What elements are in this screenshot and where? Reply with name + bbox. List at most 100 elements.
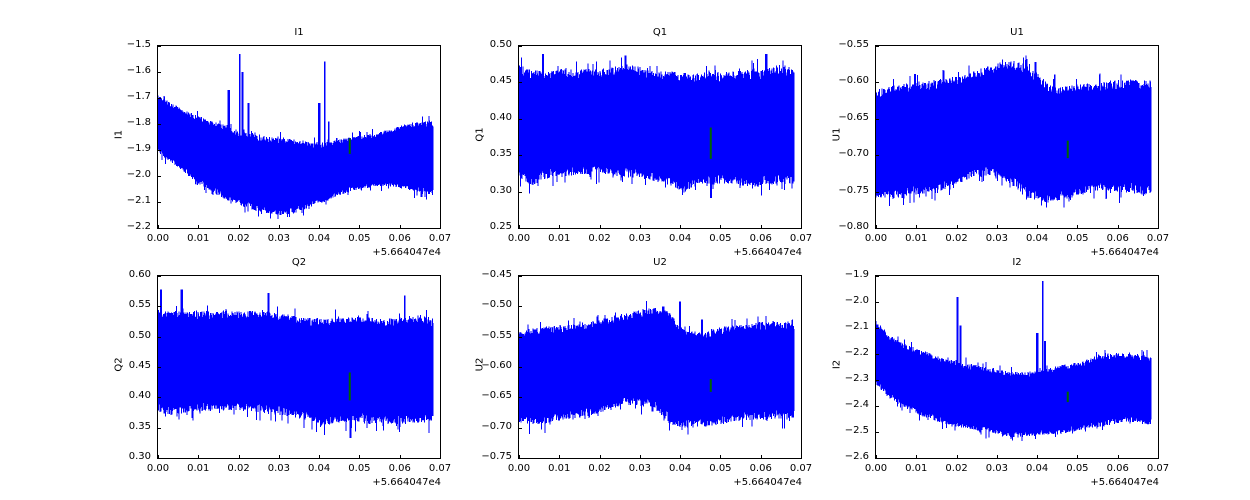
x-tick-mark (399, 225, 401, 229)
x-tick-mark (1117, 225, 1119, 229)
x-tick-mark (238, 455, 240, 459)
y-tick-label: −2.1 (126, 195, 151, 206)
x-tick-label: 0.04 (1026, 463, 1049, 474)
x-tick-mark (1037, 225, 1039, 229)
y-tick-mark (157, 98, 161, 99)
x-tick-mark (916, 455, 918, 459)
x-tick-mark (198, 455, 200, 459)
y-axis-label: I1 (99, 129, 139, 140)
x-tick-label: 0.05 (348, 463, 371, 474)
y-tick-label: −2.2 (844, 347, 869, 358)
x-tick-label: 0.07 (428, 233, 452, 244)
x-tick-label: 0.02 (945, 233, 968, 244)
x-tick-label: 0.05 (709, 463, 732, 474)
x-tick-mark (1158, 225, 1159, 229)
x-tick-label: 0.07 (1146, 463, 1170, 474)
x-tick-label: 0.03 (628, 233, 651, 244)
x-tick-mark (399, 455, 401, 459)
x-tick-mark (1077, 225, 1079, 229)
x-axis-offset-text: +5.664047e4 (733, 247, 802, 258)
subplot-u2: U2 U2 −0.75 −0.70 −0.65 −0.60 −0.55 −0.50 −0.45 0… (468, 255, 813, 489)
y-tick-label: 0.30 (489, 184, 512, 196)
x-tick-label: 0.05 (348, 233, 371, 244)
signal-trace (519, 54, 795, 199)
x-tick-label: 0.00 (864, 233, 888, 244)
y-tick-label: 0.45 (128, 360, 151, 371)
x-tick-label: 0.03 (985, 233, 1008, 244)
y-tick-label: 0.40 (489, 111, 512, 123)
y-tick-label: −1.7 (126, 91, 151, 102)
x-tick-mark (319, 225, 321, 229)
x-tick-mark (639, 455, 641, 459)
y-tick-label: −0.60 (481, 360, 512, 371)
x-tick-label: 0.00 (864, 463, 888, 474)
axes-frame (875, 275, 1159, 459)
x-tick-label: 0.04 (308, 233, 331, 244)
y-tick-label: −2.6 (844, 451, 869, 462)
x-tick-label: 0.01 (548, 233, 571, 244)
y-tick-mark (875, 82, 879, 84)
x-tick-mark (519, 225, 520, 229)
signal-trace (519, 301, 795, 435)
y-tick-label: −0.55 (838, 39, 869, 50)
x-tick-mark (440, 455, 441, 459)
x-tick-label: 0.00 (507, 233, 531, 244)
x-tick-mark (1037, 455, 1039, 459)
subplot-i1: I1 I1 −2.2 −2.1 −2.0 −1.9 −1.8 −1.7 −1.6 −1.5 0.00… (107, 25, 452, 259)
y-tick-mark (875, 118, 879, 120)
y-tick-label: −0.50 (481, 299, 512, 311)
x-tick-mark (519, 455, 520, 459)
x-tick-mark (599, 455, 601, 459)
x-tick-label: 0.01 (187, 233, 210, 244)
axes-frame (518, 45, 802, 229)
x-tick-label: 0.04 (669, 233, 692, 244)
y-tick-label: −0.70 (838, 148, 869, 160)
subplot-u1: U1 U1 −0.80 −0.75 −0.70 −0.65 −0.60 −0.55 0.00 0.… (825, 25, 1170, 259)
y-tick-label: −1.8 (126, 117, 151, 128)
y-tick-mark (157, 228, 161, 229)
x-tick-mark (876, 455, 877, 459)
y-tick-mark (875, 191, 879, 193)
y-tick-label: 0.55 (128, 299, 151, 311)
y-tick-mark (518, 306, 522, 308)
y-tick-label: −2.3 (844, 373, 869, 384)
x-tick-label: 0.07 (428, 463, 452, 474)
x-tick-mark (680, 225, 682, 229)
x-tick-mark (559, 225, 561, 229)
axes-frame (157, 45, 441, 229)
y-tick-mark (875, 380, 879, 381)
subplot-title: Q1 (652, 27, 668, 38)
x-tick-mark (278, 225, 280, 229)
x-tick-mark (359, 225, 361, 229)
x-tick-label: 0.02 (588, 463, 611, 474)
y-tick-mark (875, 302, 879, 303)
x-tick-label: 0.03 (267, 463, 290, 474)
y-tick-mark (518, 46, 522, 47)
axes-frame (157, 275, 441, 459)
x-tick-label: 0.05 (1066, 463, 1089, 474)
x-tick-label: 0.00 (146, 463, 170, 474)
y-tick-label: −0.65 (838, 111, 869, 123)
y-tick-mark (157, 367, 161, 368)
x-tick-mark (996, 455, 998, 459)
x-tick-label: 0.06 (749, 463, 772, 474)
x-tick-label: 0.07 (789, 463, 813, 474)
y-tick-label: −0.70 (481, 420, 512, 432)
y-tick-mark (875, 354, 879, 355)
y-tick-label: −0.75 (838, 184, 869, 196)
x-tick-mark (440, 225, 441, 229)
y-tick-mark (157, 46, 161, 47)
x-tick-mark (278, 455, 280, 459)
y-tick-label: −2.0 (126, 169, 151, 180)
x-tick-label: 0.02 (945, 463, 968, 474)
y-tick-label: −1.6 (126, 65, 151, 76)
x-tick-label: 0.05 (709, 233, 732, 244)
x-tick-label: 0.03 (267, 233, 290, 244)
subplot-title: Q2 (291, 257, 307, 268)
y-tick-mark (157, 124, 161, 125)
x-tick-mark (198, 225, 200, 229)
x-tick-mark (238, 225, 240, 229)
x-tick-label: 0.07 (789, 233, 813, 244)
y-tick-mark (875, 228, 879, 229)
x-tick-mark (956, 455, 958, 459)
